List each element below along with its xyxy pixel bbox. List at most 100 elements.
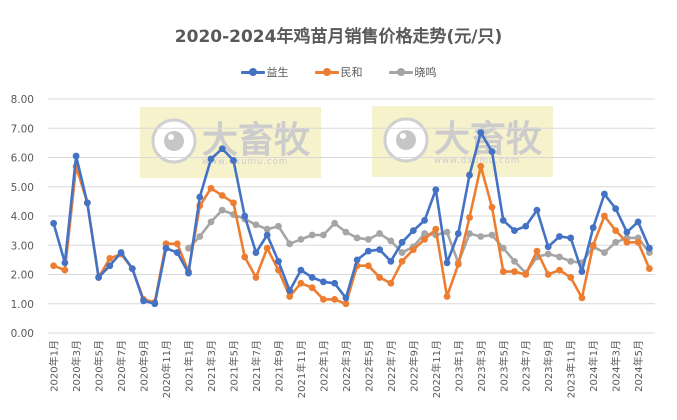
data-point-marker[interactable] <box>612 227 620 235</box>
data-point-marker[interactable] <box>421 230 428 237</box>
data-point-marker[interactable] <box>151 300 159 308</box>
data-point-marker[interactable] <box>218 145 226 153</box>
data-point-marker[interactable] <box>601 249 608 256</box>
data-point-marker[interactable] <box>106 262 114 270</box>
data-point-marker[interactable] <box>421 236 428 243</box>
data-point-marker[interactable] <box>522 222 530 230</box>
data-point-marker[interactable] <box>50 219 58 227</box>
data-point-marker[interactable] <box>421 216 428 224</box>
data-point-marker[interactable] <box>466 171 473 179</box>
data-point-marker[interactable] <box>578 268 586 275</box>
data-point-marker[interactable] <box>601 190 608 198</box>
data-point-marker[interactable] <box>454 260 462 268</box>
data-point-marker[interactable] <box>218 192 226 199</box>
data-point-marker[interactable] <box>432 186 440 194</box>
data-point-marker[interactable] <box>466 214 473 221</box>
data-point-marker[interactable] <box>612 238 620 246</box>
data-point-marker[interactable] <box>297 236 305 243</box>
data-point-marker[interactable] <box>409 246 417 254</box>
data-point-marker[interactable] <box>466 230 473 237</box>
data-point-marker[interactable] <box>308 231 316 239</box>
data-point-marker[interactable] <box>567 257 575 265</box>
data-point-marker[interactable] <box>634 238 642 246</box>
data-point-marker[interactable] <box>252 221 260 229</box>
data-point-marker[interactable] <box>376 230 384 237</box>
data-point-marker[interactable] <box>567 274 575 281</box>
data-point-marker[interactable] <box>275 222 282 230</box>
data-point-marker[interactable] <box>511 227 518 235</box>
data-point-marker[interactable] <box>72 152 80 160</box>
data-point-marker[interactable] <box>522 271 530 278</box>
data-point-marker[interactable] <box>331 295 339 303</box>
data-point-marker[interactable] <box>645 244 653 252</box>
data-point-marker[interactable] <box>83 199 91 207</box>
data-point-marker[interactable] <box>533 206 541 214</box>
data-point-marker[interactable] <box>623 228 631 236</box>
data-point-marker[interactable] <box>241 253 249 261</box>
data-point-marker[interactable] <box>61 259 69 267</box>
data-point-marker[interactable] <box>544 271 552 278</box>
data-point-marker[interactable] <box>319 278 327 286</box>
legend-item-xiaoming[interactable]: 晓鸣 <box>388 64 437 80</box>
data-point-marker[interactable] <box>162 244 170 252</box>
data-point-marker[interactable] <box>331 219 339 227</box>
data-point-marker[interactable] <box>128 265 136 273</box>
data-point-marker[interactable] <box>623 238 631 246</box>
data-point-marker[interactable] <box>286 293 294 300</box>
data-point-marker[interactable] <box>488 231 496 239</box>
data-point-marker[interactable] <box>207 184 215 192</box>
data-point-marker[interactable] <box>50 262 58 270</box>
data-point-marker[interactable] <box>173 240 181 248</box>
data-point-marker[interactable] <box>196 193 204 201</box>
data-point-marker[interactable] <box>319 295 327 303</box>
data-point-marker[interactable] <box>252 274 260 281</box>
data-point-marker[interactable] <box>353 256 361 264</box>
data-point-marker[interactable] <box>589 241 597 249</box>
data-point-marker[interactable] <box>342 294 350 302</box>
data-point-marker[interactable] <box>95 274 102 281</box>
data-point-marker[interactable] <box>286 240 294 248</box>
legend-item-yisheng[interactable]: 益生 <box>240 64 289 80</box>
data-point-marker[interactable] <box>488 203 496 211</box>
data-point-marker[interactable] <box>443 293 451 300</box>
data-point-marker[interactable] <box>263 231 271 239</box>
data-point-marker[interactable] <box>544 250 552 258</box>
data-point-marker[interactable] <box>601 212 608 220</box>
data-point-marker[interactable] <box>185 269 192 277</box>
data-point-marker[interactable] <box>230 157 237 164</box>
data-point-marker[interactable] <box>499 268 507 275</box>
data-point-marker[interactable] <box>173 249 181 256</box>
data-point-marker[interactable] <box>556 253 563 261</box>
data-point-marker[interactable] <box>499 216 507 224</box>
data-point-marker[interactable] <box>556 266 563 274</box>
data-point-marker[interactable] <box>286 287 294 294</box>
data-point-marker[interactable] <box>353 234 361 242</box>
data-point-marker[interactable] <box>477 162 485 170</box>
data-point-marker[interactable] <box>376 274 384 281</box>
data-point-marker[interactable] <box>342 228 350 236</box>
data-point-marker[interactable] <box>319 231 327 239</box>
data-point-marker[interactable] <box>488 148 496 156</box>
data-point-marker[interactable] <box>567 234 575 242</box>
data-point-marker[interactable] <box>544 243 552 251</box>
data-point-marker[interactable] <box>387 279 395 287</box>
data-point-marker[interactable] <box>275 257 282 265</box>
data-point-marker[interactable] <box>398 238 406 246</box>
data-point-marker[interactable] <box>432 225 440 233</box>
data-point-marker[interactable] <box>454 230 462 237</box>
data-point-marker[interactable] <box>645 265 653 273</box>
data-point-marker[interactable] <box>106 255 114 262</box>
data-point-marker[interactable] <box>499 244 507 252</box>
data-point-marker[interactable] <box>398 257 406 265</box>
data-point-marker[interactable] <box>477 129 485 137</box>
data-point-marker[interactable] <box>533 247 541 255</box>
data-point-marker[interactable] <box>409 227 417 235</box>
series-line[interactable] <box>50 129 653 308</box>
data-point-marker[interactable] <box>376 246 384 254</box>
data-point-marker[interactable] <box>263 225 271 233</box>
data-point-marker[interactable] <box>556 233 563 240</box>
data-point-marker[interactable] <box>387 237 395 245</box>
data-point-marker[interactable] <box>196 233 204 240</box>
data-point-marker[interactable] <box>364 236 372 243</box>
data-point-marker[interactable] <box>297 266 305 274</box>
